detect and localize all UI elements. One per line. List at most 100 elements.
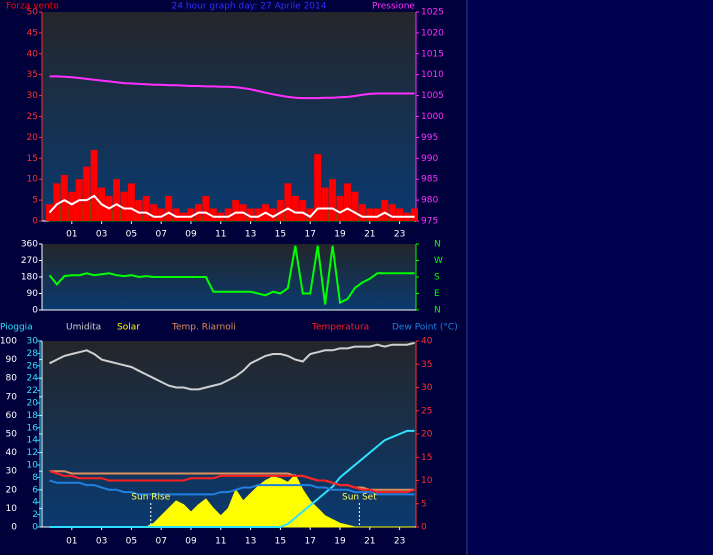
- bar: [209, 208, 217, 221]
- bar: [45, 204, 53, 221]
- tick-label: 1025: [421, 8, 444, 18]
- tick-label: 40: [6, 448, 18, 458]
- bar: [113, 179, 121, 221]
- x-tick-label: 13: [245, 537, 256, 547]
- legend-entry: Temperatura: [311, 323, 369, 333]
- tick-label: 12: [27, 448, 38, 458]
- tick-label: 1015: [421, 49, 444, 59]
- legend-entry: Forza vento: [6, 2, 59, 12]
- tick-label: N: [434, 306, 441, 316]
- legend-entry: Temp. Riarnoli: [171, 323, 236, 333]
- x-tick-label: 03: [96, 537, 107, 547]
- bar: [351, 191, 359, 221]
- tick-label: 995: [421, 133, 438, 143]
- bar: [165, 195, 173, 221]
- tick-label: 20: [27, 399, 39, 409]
- tick-label: 10: [421, 476, 433, 486]
- x-tick-label: 19: [334, 230, 346, 240]
- bar: [68, 191, 76, 221]
- bar: [135, 200, 143, 221]
- tick-label: 975: [421, 217, 438, 227]
- bar: [247, 208, 255, 221]
- tick-label: 10: [27, 175, 39, 185]
- tick-label: 30: [27, 337, 39, 347]
- bar: [321, 187, 329, 221]
- x-tick-label: 11: [215, 537, 226, 547]
- tick-label: 990: [421, 154, 438, 164]
- tick-label: 24: [27, 374, 39, 384]
- tick-label: 50: [6, 430, 18, 440]
- tick-label: E: [434, 289, 440, 299]
- tick-label: 90: [27, 289, 39, 299]
- tick-label: 10: [27, 461, 39, 471]
- tick-label: 25: [421, 406, 432, 416]
- x-tick-label: 09: [185, 230, 197, 240]
- bar: [60, 175, 68, 221]
- bar: [396, 208, 404, 221]
- tick-label: 360: [21, 240, 38, 250]
- line: [49, 479, 415, 496]
- bar: [202, 195, 210, 221]
- x-tick-label: 01: [66, 230, 77, 240]
- bar: [142, 195, 150, 221]
- bar: [150, 204, 158, 221]
- tick-label: 30: [421, 383, 433, 393]
- bar: [343, 183, 351, 221]
- tick-label: 8: [32, 473, 38, 483]
- tick-label: 90: [6, 355, 18, 365]
- x-tick-label: 09: [185, 537, 197, 547]
- legend-entry: Solar: [117, 323, 140, 333]
- chart-title: 24 hour graph day: 27 Aprile 2014: [172, 2, 327, 12]
- tick-label: 40: [27, 49, 39, 59]
- legend-entry: Pioggia: [0, 323, 33, 333]
- tick-label: 15: [27, 154, 38, 164]
- tick-label: 180: [21, 273, 38, 283]
- tick-label: 985: [421, 175, 438, 185]
- x-tick-label: 05: [126, 537, 137, 547]
- bar: [381, 200, 389, 221]
- x-tick-label: 21: [364, 537, 375, 547]
- bar: [83, 166, 91, 221]
- bar: [366, 208, 374, 221]
- x-tick-label: 17: [304, 537, 315, 547]
- line: [48, 245, 415, 305]
- x-tick-label: 05: [126, 230, 137, 240]
- tick-label: 14: [27, 436, 39, 446]
- tick-label: 45: [27, 28, 38, 38]
- tick-label: 6: [32, 485, 38, 495]
- tick-label: 15: [421, 453, 432, 463]
- line: [48, 194, 415, 219]
- tick-label: 35: [421, 360, 432, 370]
- bar: [306, 208, 314, 221]
- tick-label: 20: [6, 485, 18, 495]
- bar: [127, 183, 135, 221]
- x-tick-label: 23: [394, 537, 405, 547]
- tick-label: 28: [27, 349, 39, 359]
- bar: [172, 208, 180, 221]
- tick-label: 50: [27, 8, 39, 18]
- tick-label: 5: [32, 196, 38, 206]
- tick-label: 10: [6, 504, 18, 514]
- bar: [411, 208, 419, 221]
- tick-label: 270: [21, 256, 38, 266]
- x-tick-label: 11: [215, 230, 226, 240]
- bar: [232, 200, 240, 221]
- bar: [187, 208, 195, 221]
- bar: [291, 195, 299, 221]
- plot-background: [42, 244, 416, 310]
- tick-label: 20: [421, 430, 433, 440]
- x-tick-label: 21: [364, 230, 375, 240]
- x-tick-label: 17: [304, 230, 315, 240]
- tick-label: 70: [6, 392, 18, 402]
- x-tick-label: 23: [394, 230, 405, 240]
- tick-label: 0: [32, 217, 38, 227]
- tick-label: 60: [6, 411, 18, 421]
- tick-label: 30: [27, 91, 39, 101]
- bar: [388, 204, 396, 221]
- tick-label: 35: [27, 70, 38, 80]
- line: [49, 470, 415, 494]
- tick-label: 22: [27, 386, 38, 396]
- bar: [358, 204, 366, 221]
